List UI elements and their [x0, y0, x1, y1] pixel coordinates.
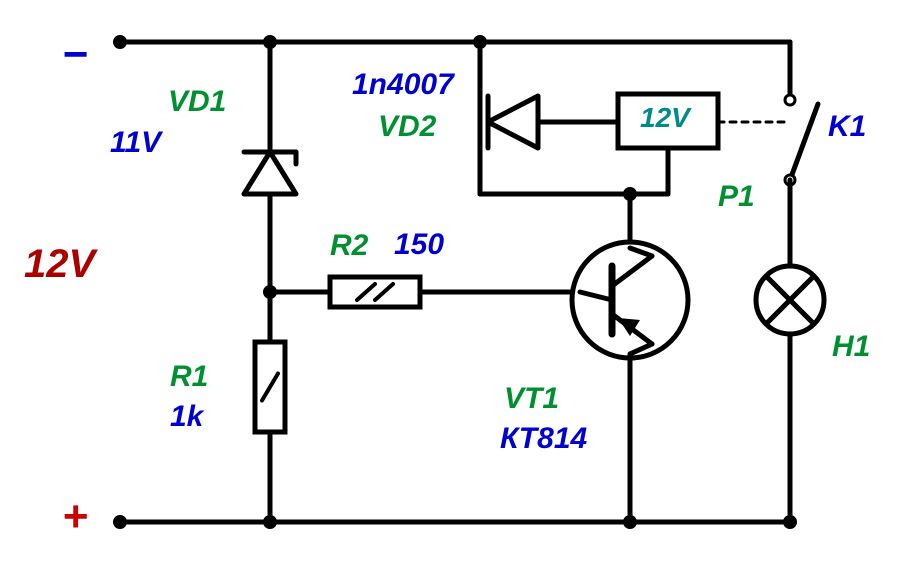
label-h1: H1 [832, 330, 870, 364]
label-r1: R1 [170, 360, 208, 394]
label-vt1-value: КТ814 [500, 422, 587, 456]
label-vd2-type: 1n4007 [352, 68, 454, 102]
label-relay-voltage: 12V [640, 102, 690, 134]
label-r2-value: 150 [394, 228, 444, 262]
label-r2: R2 [330, 229, 368, 263]
label-vd2: VD2 [378, 110, 436, 144]
label-vt1: VT1 [504, 382, 559, 416]
label-plus: + [62, 492, 88, 542]
label-minus: − [62, 30, 88, 80]
label-p1: P1 [718, 180, 755, 214]
label-vd1: VD1 [168, 85, 226, 119]
label-k1: K1 [828, 110, 866, 144]
label-vd1-value: 11V [110, 126, 161, 160]
label-supply: 12V [24, 242, 95, 287]
label-r1-value: 1k [170, 400, 203, 434]
